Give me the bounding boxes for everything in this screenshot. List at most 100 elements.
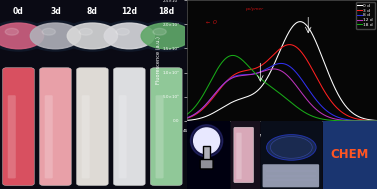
FancyBboxPatch shape — [119, 95, 127, 178]
8 d — [279, 62, 284, 65]
FancyBboxPatch shape — [45, 95, 53, 178]
Y-axis label: Fluorescence (a.u.): Fluorescence (a.u.) — [156, 36, 161, 84]
Circle shape — [190, 125, 223, 157]
FancyBboxPatch shape — [187, 121, 230, 189]
FancyBboxPatch shape — [77, 68, 108, 186]
12 d — [271, 68, 276, 70]
18 d — [275, 91, 280, 93]
18 d — [371, 120, 375, 122]
0 d — [298, 20, 302, 23]
Circle shape — [30, 23, 81, 49]
Ellipse shape — [270, 137, 312, 158]
18 d — [298, 108, 303, 111]
18 d — [288, 101, 292, 103]
Circle shape — [153, 28, 166, 35]
8 d — [341, 118, 345, 120]
3 d — [275, 50, 279, 53]
Line: 18 d: 18 d — [187, 55, 377, 121]
FancyBboxPatch shape — [323, 121, 377, 189]
Circle shape — [100, 21, 159, 51]
FancyBboxPatch shape — [40, 68, 71, 186]
Line: 8 d: 8 d — [187, 64, 377, 121]
Ellipse shape — [268, 135, 315, 160]
Circle shape — [79, 28, 92, 35]
Circle shape — [0, 23, 44, 49]
Line: 12 d: 12 d — [187, 69, 377, 121]
12 d — [371, 120, 375, 122]
Circle shape — [0, 21, 48, 51]
FancyBboxPatch shape — [234, 127, 254, 183]
12 d — [288, 77, 292, 79]
FancyBboxPatch shape — [156, 95, 164, 178]
Ellipse shape — [274, 139, 308, 156]
Line: 3 d: 3 d — [187, 45, 377, 121]
Circle shape — [5, 28, 18, 35]
Circle shape — [67, 23, 118, 49]
Circle shape — [194, 128, 219, 154]
X-axis label: Wavelength (nm): Wavelength (nm) — [258, 134, 306, 139]
12 d — [341, 119, 345, 121]
0 d — [275, 57, 279, 59]
Text: 18d: 18d — [158, 7, 174, 16]
Legend: 0 d, 3 d, 8 d, 12 d, 18 d: 0 d, 3 d, 8 d, 12 d, 18 d — [356, 2, 375, 29]
3 d — [288, 43, 292, 46]
Circle shape — [137, 21, 196, 51]
3 d — [341, 112, 345, 114]
0 d — [375, 119, 377, 122]
8 d — [298, 77, 303, 79]
18 d — [341, 120, 345, 122]
Circle shape — [42, 28, 55, 35]
12 d — [184, 117, 189, 119]
8 d — [275, 63, 279, 65]
0 d — [276, 54, 280, 56]
Text: 8d: 8d — [87, 7, 98, 16]
FancyBboxPatch shape — [231, 121, 260, 189]
Circle shape — [26, 21, 85, 51]
3 d — [375, 120, 377, 122]
Circle shape — [141, 23, 192, 49]
Circle shape — [116, 28, 129, 35]
FancyBboxPatch shape — [261, 121, 322, 189]
Text: 0d: 0d — [13, 7, 24, 16]
FancyBboxPatch shape — [150, 68, 182, 186]
Circle shape — [104, 23, 155, 49]
18 d — [276, 91, 281, 94]
8 d — [288, 66, 292, 68]
18 d — [230, 54, 235, 57]
0 d — [287, 30, 292, 32]
FancyBboxPatch shape — [8, 95, 16, 178]
3 d — [287, 43, 292, 46]
8 d — [276, 63, 280, 65]
8 d — [371, 120, 375, 122]
3 d — [184, 117, 189, 119]
FancyBboxPatch shape — [236, 133, 242, 179]
Text: 12d: 12d — [121, 7, 137, 16]
0 d — [184, 119, 189, 122]
Text: $\leftarrow$ O: $\leftarrow$ O — [205, 18, 218, 26]
FancyBboxPatch shape — [262, 164, 319, 187]
Text: polymer: polymer — [245, 7, 263, 11]
0 d — [298, 20, 303, 23]
FancyBboxPatch shape — [203, 146, 210, 161]
12 d — [276, 69, 281, 71]
FancyBboxPatch shape — [82, 95, 90, 178]
0 d — [371, 119, 375, 121]
12 d — [275, 68, 280, 70]
18 d — [184, 113, 189, 116]
Line: 0 d: 0 d — [187, 22, 377, 121]
FancyBboxPatch shape — [113, 68, 145, 186]
8 d — [184, 117, 189, 119]
18 d — [375, 120, 377, 122]
Circle shape — [63, 21, 122, 51]
0 d — [341, 101, 345, 104]
Text: CHEM: CHEM — [331, 149, 369, 161]
3 d — [276, 49, 280, 51]
Text: 3d: 3d — [50, 7, 61, 16]
12 d — [298, 90, 303, 92]
8 d — [375, 120, 377, 122]
FancyBboxPatch shape — [200, 160, 213, 169]
12 d — [375, 120, 377, 122]
3 d — [298, 50, 303, 52]
FancyBboxPatch shape — [3, 68, 34, 186]
3 d — [371, 119, 375, 122]
